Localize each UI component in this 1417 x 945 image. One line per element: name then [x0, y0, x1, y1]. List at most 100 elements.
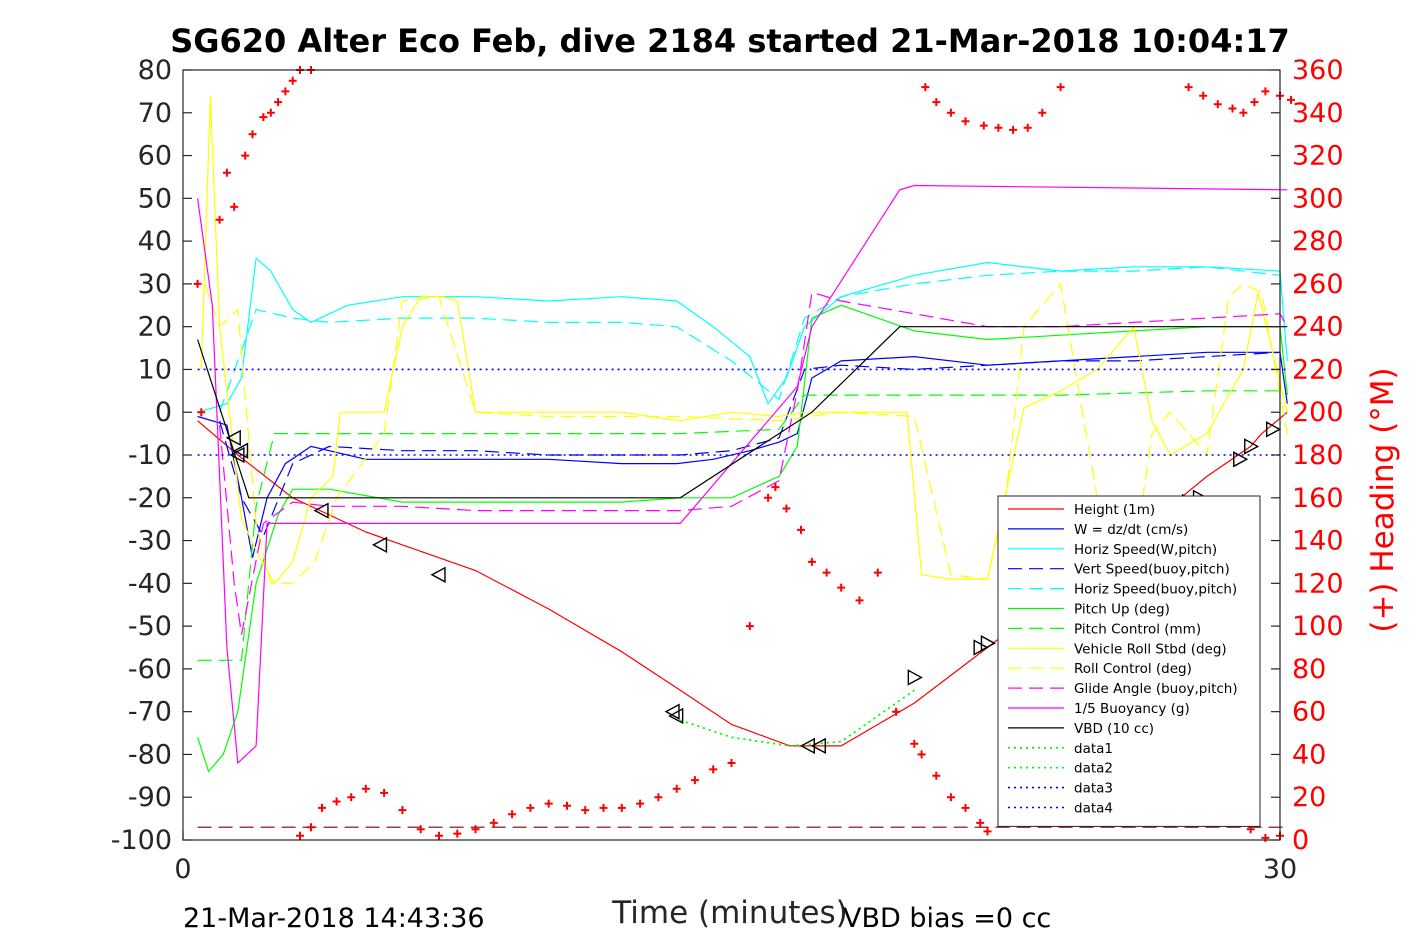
triangle-marker: [980, 635, 996, 652]
heading-marker: [332, 797, 341, 806]
heading-marker: [361, 784, 370, 793]
heading-marker: [193, 279, 202, 288]
heading-marker: [855, 596, 864, 605]
legend-entry: Vert Speed(buoy,pitch): [1074, 562, 1230, 578]
y2-tick-label: 20: [1292, 782, 1326, 813]
heading-marker: [380, 788, 389, 797]
heading-marker: [453, 829, 462, 838]
y-tick-label: 80: [138, 55, 172, 86]
heading-marker: [932, 771, 941, 780]
heading-marker: [617, 803, 626, 812]
y2-tick-label: 120: [1292, 568, 1344, 599]
y-tick-label: -40: [128, 568, 172, 599]
heading-marker: [1038, 108, 1047, 117]
heading-marker: [435, 831, 443, 840]
legend-entry: Glide Angle (buoy,pitch): [1074, 681, 1238, 697]
legend-entry: Vehicle Roll Stbd (deg): [1074, 641, 1227, 657]
y2-tick-label: 100: [1292, 611, 1344, 642]
heading-marker: [544, 799, 553, 808]
heading-marker: [1184, 83, 1193, 92]
heading-marker: [910, 739, 919, 748]
y2-tick-label: 260: [1292, 269, 1344, 300]
heading-marker: [672, 784, 681, 793]
y-tick-label: -100: [111, 825, 172, 856]
y2-tick-label: 140: [1292, 526, 1344, 557]
heading-marker: [961, 117, 970, 126]
heading-marker: [979, 121, 988, 130]
legend-entry: data2: [1074, 761, 1113, 777]
y2-tick-label: 320: [1292, 141, 1344, 172]
heading-marker: [1023, 123, 1032, 132]
heading-marker: [398, 806, 407, 815]
heading-marker: [508, 810, 517, 819]
triangle-marker: [810, 737, 826, 755]
heading-marker: [1199, 91, 1208, 100]
heading-marker: [822, 568, 831, 577]
heading-marker: [921, 83, 930, 92]
y-tick-label: -60: [128, 654, 172, 685]
y2-tick-label: 80: [1292, 654, 1326, 685]
heading-marker: [764, 493, 773, 502]
heading-marker: [797, 525, 805, 534]
legend-entry: Horiz Speed(W,pitch): [1074, 542, 1217, 558]
series-1-5-buoyancy-g: [197, 184, 1288, 765]
y2-tick-label: 180: [1292, 440, 1344, 471]
y-tick-label: -10: [128, 440, 172, 471]
heading-marker: [307, 823, 315, 832]
heading-marker: [636, 799, 645, 808]
triangle-marker: [1233, 451, 1249, 468]
y-tick-label: -70: [128, 697, 172, 728]
triangle-marker: [313, 502, 329, 519]
y-tick-label: -30: [128, 526, 172, 557]
triangle-marker: [799, 737, 815, 755]
y2-tick-label: 0: [1292, 825, 1309, 856]
heading-marker: [690, 776, 699, 785]
legend-entry: data1: [1074, 741, 1113, 757]
y2-tick-label: 200: [1292, 397, 1344, 428]
y-tick-label: 30: [138, 269, 172, 300]
axes-layer: -100-90-80-70-60-50-40-30-20-10010203040…: [111, 55, 1344, 885]
series-roll-control-deg: [204, 282, 1288, 585]
heading-marker: [771, 483, 780, 492]
x-tick-label: 30: [1263, 854, 1297, 885]
heading-marker: [932, 98, 941, 107]
heading-marker: [248, 130, 257, 139]
heading-marker: [222, 168, 231, 177]
heading-marker: [266, 108, 275, 117]
triangle-marker: [1265, 421, 1282, 438]
y-tick-label: 20: [138, 312, 172, 343]
y2-axis-label: (+) Heading (°M): [1365, 367, 1401, 632]
series-vert-speed-buoy-pitch: [219, 351, 1281, 538]
heading-marker: [1213, 100, 1222, 109]
heading-marker: [241, 151, 250, 160]
heading-marker: [318, 803, 326, 812]
heading-marker: [581, 806, 590, 815]
y2-tick-label: 340: [1292, 98, 1344, 129]
heading-marker: [917, 750, 926, 759]
heading-marker: [873, 568, 882, 577]
y-tick-label: -80: [128, 739, 172, 770]
heading-marker: [1261, 87, 1270, 96]
heading-marker: [807, 557, 816, 566]
series-layer: [197, 95, 1288, 828]
legend-entry: Pitch Up (deg): [1074, 602, 1170, 618]
heading-marker: [976, 818, 985, 827]
heading-marker: [1287, 95, 1295, 104]
series-horiz-speed-w-pitch: [197, 256, 1288, 413]
y-tick-label: -50: [128, 611, 172, 642]
footer-vbd-bias: VBD bias =0 cc: [843, 903, 1051, 934]
heading-marker: [727, 759, 736, 767]
heading-marker: [489, 818, 498, 827]
y-tick-label: -90: [128, 782, 172, 813]
heading-marker: [230, 202, 239, 211]
triangle-marker: [907, 669, 923, 686]
heading-marker: [837, 583, 846, 592]
heading-marker: [1009, 125, 1018, 134]
heading-marker: [215, 215, 224, 224]
triangle-marker: [233, 442, 249, 459]
heading-marker: [526, 803, 535, 812]
legend-entry: Pitch Control (mm): [1074, 621, 1201, 637]
legend-entry: VBD (10 cc): [1074, 721, 1154, 737]
heading-marker: [296, 831, 304, 840]
triangle-marker: [225, 429, 241, 447]
